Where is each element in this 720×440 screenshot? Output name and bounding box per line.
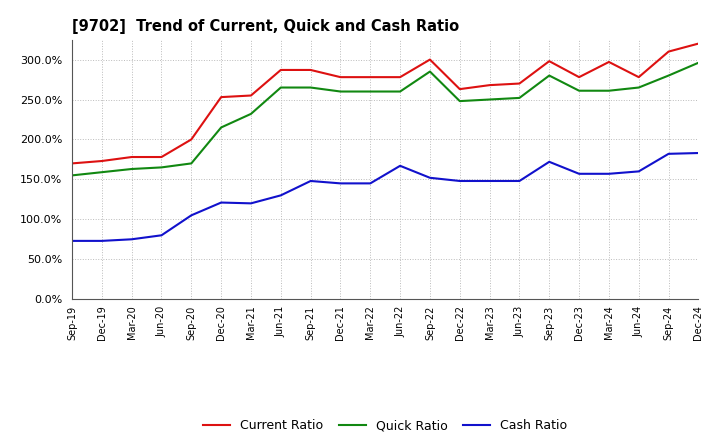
Cash Ratio (306, 178, 315, 183)
Cash Ratio (634, 169, 643, 174)
Current Ratio (127, 154, 136, 160)
Current Ratio (515, 81, 523, 86)
Cash Ratio (97, 238, 106, 243)
Quick Ratio (217, 125, 225, 130)
Cash Ratio (456, 178, 464, 183)
Current Ratio (366, 74, 374, 80)
Current Ratio (426, 57, 434, 62)
Quick Ratio (157, 165, 166, 170)
Quick Ratio (366, 89, 374, 94)
Current Ratio (665, 49, 673, 54)
Cash Ratio (545, 159, 554, 165)
Quick Ratio (575, 88, 583, 93)
Current Ratio (545, 59, 554, 64)
Quick Ratio (426, 69, 434, 74)
Cash Ratio (605, 171, 613, 176)
Quick Ratio (665, 73, 673, 78)
Quick Ratio (97, 169, 106, 175)
Current Ratio (575, 74, 583, 80)
Current Ratio (485, 82, 494, 88)
Line: Current Ratio: Current Ratio (72, 44, 698, 163)
Quick Ratio (485, 97, 494, 102)
Current Ratio (97, 158, 106, 164)
Line: Cash Ratio: Cash Ratio (72, 153, 698, 241)
Quick Ratio (396, 89, 405, 94)
Current Ratio (694, 41, 703, 46)
Current Ratio (306, 67, 315, 73)
Cash Ratio (247, 201, 256, 206)
Quick Ratio (545, 73, 554, 78)
Quick Ratio (187, 161, 196, 166)
Quick Ratio (694, 60, 703, 66)
Quick Ratio (68, 173, 76, 178)
Cash Ratio (426, 175, 434, 180)
Cash Ratio (396, 163, 405, 169)
Quick Ratio (336, 89, 345, 94)
Current Ratio (634, 74, 643, 80)
Current Ratio (247, 93, 256, 98)
Quick Ratio (127, 166, 136, 172)
Cash Ratio (68, 238, 76, 243)
Cash Ratio (127, 237, 136, 242)
Current Ratio (605, 59, 613, 65)
Cash Ratio (515, 178, 523, 183)
Current Ratio (456, 87, 464, 92)
Cash Ratio (217, 200, 225, 205)
Text: [9702]  Trend of Current, Quick and Cash Ratio: [9702] Trend of Current, Quick and Cash … (72, 19, 459, 34)
Cash Ratio (187, 213, 196, 218)
Current Ratio (68, 161, 76, 166)
Current Ratio (336, 74, 345, 80)
Quick Ratio (247, 111, 256, 117)
Quick Ratio (634, 85, 643, 90)
Line: Quick Ratio: Quick Ratio (72, 63, 698, 176)
Current Ratio (157, 154, 166, 160)
Current Ratio (217, 95, 225, 100)
Cash Ratio (157, 233, 166, 238)
Cash Ratio (276, 193, 285, 198)
Legend: Current Ratio, Quick Ratio, Cash Ratio: Current Ratio, Quick Ratio, Cash Ratio (198, 414, 572, 437)
Quick Ratio (306, 85, 315, 90)
Current Ratio (396, 74, 405, 80)
Cash Ratio (366, 181, 374, 186)
Quick Ratio (605, 88, 613, 93)
Cash Ratio (665, 151, 673, 157)
Current Ratio (276, 67, 285, 73)
Quick Ratio (456, 99, 464, 104)
Cash Ratio (485, 178, 494, 183)
Cash Ratio (694, 150, 703, 156)
Cash Ratio (336, 181, 345, 186)
Quick Ratio (515, 95, 523, 101)
Current Ratio (187, 137, 196, 142)
Quick Ratio (276, 85, 285, 90)
Cash Ratio (575, 171, 583, 176)
